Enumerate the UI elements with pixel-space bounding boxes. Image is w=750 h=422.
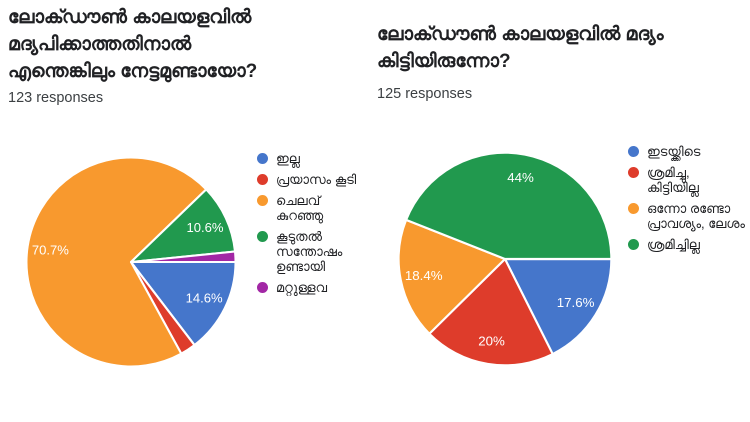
legend-label: ശ്രമിച്ചു, കിട്ടിയില്ല (647, 165, 699, 195)
legend-item: ശ്രമിച്ചു, കിട്ടിയില്ല (628, 165, 748, 195)
legend-label: കൂടുതൽ സന്തോഷം ഉണ്ടായി (276, 229, 343, 274)
pie-slice[interactable] (397, 218, 507, 335)
legend-label: ചെലവ് കുറഞ്ഞു (276, 193, 324, 223)
slice-percentage-label: 10.6% (186, 220, 223, 235)
legend-color-dot (628, 167, 639, 178)
pie-slice[interactable] (503, 257, 613, 356)
pie-slice[interactable] (129, 250, 237, 264)
slice-percentage-label: 20% (478, 333, 505, 348)
legend-color-dot (628, 239, 639, 250)
slice-percentage-label: 14.6% (186, 291, 223, 306)
legend-item: ഇടയ്ക്കിടെ (628, 144, 748, 159)
legend-color-dot (257, 282, 268, 293)
legend-label: മറ്റുള്ളവ (276, 280, 327, 295)
question-title: ലോക്ഡൗൺ കാലയളവിൽ മദ്യപിക്കാത്തതിനാൽ എന്ത… (8, 7, 258, 82)
question-title: ലോക്ഡൗൺ കാലയളവിൽ മദ്യം കിട്ടിയിരുന്നോ? (377, 24, 664, 72)
legend-color-dot (628, 146, 639, 157)
pie-chart: 17.6% 20% 18.4% 44% (397, 151, 613, 367)
pie-slice[interactable] (25, 156, 208, 368)
legend-item: ഒന്നോ രണ്ടോ പ്രാവശ്യം, ലേശം (628, 201, 748, 231)
pie-slice[interactable] (405, 151, 613, 261)
legend-item: പ്രയാസം കൂടി (257, 172, 375, 187)
pie-slice[interactable] (129, 260, 237, 347)
slice-percentage-label: 17.6% (557, 295, 595, 310)
legend-color-dot (257, 195, 268, 206)
slice-percentage-label: 18.4% (405, 268, 443, 283)
legend-item: ഇല്ല (257, 151, 375, 166)
legend-item: മറ്റുള്ളവ (257, 280, 375, 295)
pie-slice[interactable] (129, 188, 237, 264)
legend-item: ചെലവ് കുറഞ്ഞു (257, 193, 375, 223)
legend-color-dot (257, 174, 268, 185)
legend-label: ഇല്ല (276, 151, 300, 166)
chart-legend: ഇല്ല പ്രയാസം കൂടി ചെലവ് കുറഞ്ഞു കൂടുതൽ സന്ത… (257, 151, 375, 301)
chart-legend: ഇടയ്ക്കിടെ ശ്രമിച്ചു, കിട്ടിയില്ല ഒന്നോ രണ… (628, 144, 748, 258)
response-count: 125 responses (377, 86, 473, 102)
legend-color-dot (257, 231, 268, 242)
slice-percentage-label: 70.7% (32, 242, 69, 257)
legend-label: ശ്രമിച്ചില്ല (647, 237, 700, 252)
legend-label: പ്രയാസം കൂടി (276, 172, 357, 187)
legend-item: ശ്രമിച്ചില്ല (628, 237, 748, 252)
legend-color-dot (628, 203, 639, 214)
legend-label: ഇടയ്ക്കിടെ (647, 144, 701, 159)
response-count: 123 responses (8, 90, 104, 106)
pie-slice[interactable] (428, 257, 554, 367)
legend-item: കൂടുതൽ സന്തോഷം ഉണ്ടായി (257, 229, 375, 274)
legend-label: ഒന്നോ രണ്ടോ പ്രാവശ്യം, ലേശം (647, 201, 745, 231)
legend-color-dot (257, 153, 268, 164)
slice-percentage-label: 44% (507, 170, 534, 185)
pie-chart: 14.6% 70.7% 10.6% (25, 156, 237, 368)
